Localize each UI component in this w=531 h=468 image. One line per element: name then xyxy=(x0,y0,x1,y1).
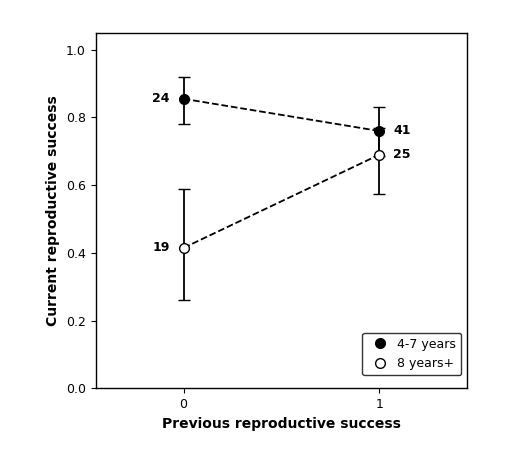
X-axis label: Previous reproductive success: Previous reproductive success xyxy=(162,417,401,431)
Text: 24: 24 xyxy=(152,92,170,105)
Legend: 4-7 years, 8 years+: 4-7 years, 8 years+ xyxy=(362,333,461,375)
Y-axis label: Current reproductive success: Current reproductive success xyxy=(46,95,61,326)
Text: 25: 25 xyxy=(393,148,410,161)
Text: 19: 19 xyxy=(152,241,170,255)
Text: 41: 41 xyxy=(393,124,410,138)
